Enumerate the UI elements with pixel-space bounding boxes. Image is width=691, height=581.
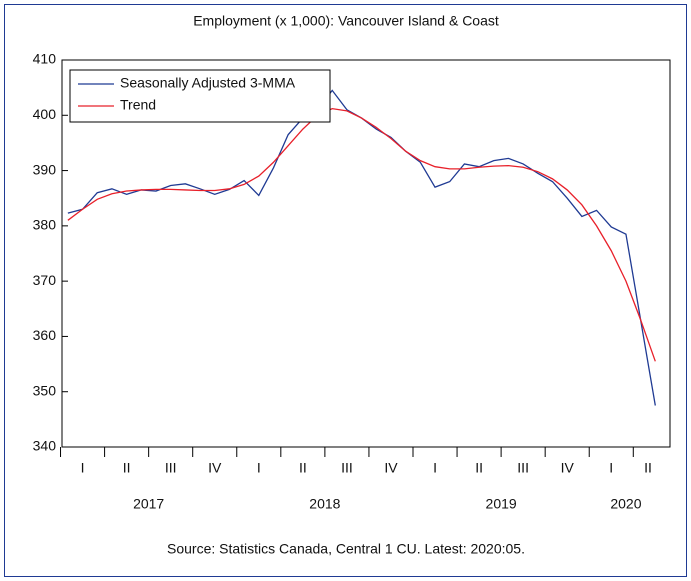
plot-area xyxy=(61,59,671,448)
x-quarter-label: I xyxy=(609,460,613,476)
x-quarter-label: III xyxy=(165,460,177,476)
y-tick-label: 360 xyxy=(33,327,57,343)
legend-label: Seasonally Adjusted 3-MMA xyxy=(120,75,296,91)
x-quarter-label: I xyxy=(81,460,85,476)
x-year-label: 2019 xyxy=(486,496,517,512)
y-tick-label: 350 xyxy=(33,382,57,398)
x-quarter-label: I xyxy=(433,460,437,476)
x-quarter-label: IV xyxy=(384,460,398,476)
x-quarter-label: III xyxy=(517,460,529,476)
series-line xyxy=(67,107,656,362)
y-tick-label: 380 xyxy=(33,217,57,233)
y-tick-label: 390 xyxy=(33,161,57,177)
chart-title: Employment (x 1,000): Vancouver Island &… xyxy=(193,13,499,29)
y-tick-label: 410 xyxy=(33,51,57,67)
x-year-label: 2020 xyxy=(610,496,641,512)
x-quarter-label: II xyxy=(123,460,131,476)
y-tick-label: 340 xyxy=(33,438,57,454)
x-quarter-label: II xyxy=(475,460,483,476)
x-quarter-label: II xyxy=(644,460,652,476)
x-year-label: 2017 xyxy=(133,496,164,512)
legend-box xyxy=(69,69,331,123)
legend-label: Trend xyxy=(120,97,156,113)
x-year-label: 2018 xyxy=(309,496,340,512)
y-tick-label: 400 xyxy=(33,106,57,122)
x-quarter-label: IV xyxy=(561,460,575,476)
y-tick-label: 370 xyxy=(33,272,57,288)
x-quarter-label: IV xyxy=(208,460,222,476)
x-quarter-label: III xyxy=(341,460,353,476)
source-note: Source: Statistics Canada, Central 1 CU.… xyxy=(167,541,525,557)
x-quarter-label: I xyxy=(257,460,261,476)
x-quarter-label: II xyxy=(299,460,307,476)
